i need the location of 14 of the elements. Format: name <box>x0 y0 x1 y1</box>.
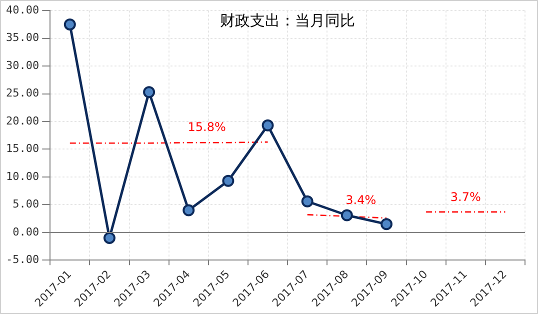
y-tick-label: 10.00 <box>6 170 40 183</box>
y-tick-label: 40.00 <box>6 3 40 16</box>
y-tick-label: 20.00 <box>6 114 40 128</box>
y-tick-label: 0.00 <box>12 225 40 238</box>
y-tick-label: 15.00 <box>6 142 40 156</box>
y-tick-label: 30.00 <box>6 58 40 72</box>
y-tick-label: -5.00 <box>6 253 40 266</box>
chart-title: 财政支出：当月同比 <box>220 11 356 30</box>
y-tick-label: 25.00 <box>6 86 40 100</box>
annotation: 3.7% <box>450 190 481 204</box>
y-tick-label: 35.00 <box>6 31 40 44</box>
annotation: 3.4% <box>346 192 376 207</box>
annotation: 15.8% <box>188 120 226 134</box>
y-tick-label: 5.00 <box>12 198 40 211</box>
